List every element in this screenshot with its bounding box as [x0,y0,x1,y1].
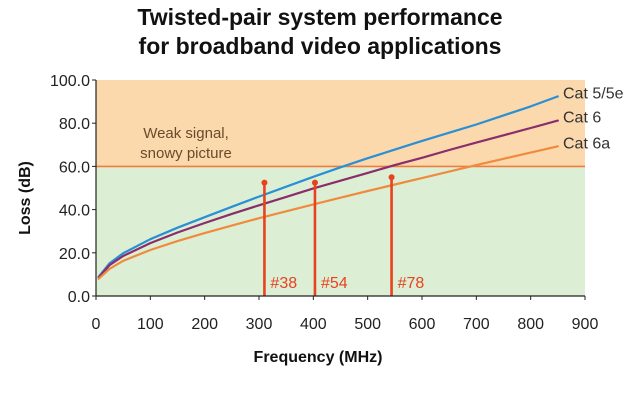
x-tick-label-3: 300 [246,316,273,333]
marker-label-2: #54 [321,275,348,292]
series-line-3 [97,145,559,280]
series-label-3: Cat 6a [563,135,610,152]
x-tick-label-9: 900 [572,316,599,333]
marker-point-2 [311,179,318,186]
x-tick-label-6: 600 [409,316,436,333]
marker-group: #38 #54 #78 [261,174,424,296]
x-tick-label-1: 100 [137,316,164,333]
y-axis-title: Loss (dB) [17,161,34,235]
marker-label-3: #78 [398,275,425,292]
marker-point-1 [261,179,268,186]
plot-zones [96,80,585,296]
weak-signal-label-line-2: snowy picture [140,145,232,162]
x-tick-label-2: 200 [191,316,218,333]
marker-label-1: #38 [270,275,297,292]
x-tick-label-8: 800 [517,316,544,333]
chart-title-line-2: for broadband video applications [139,33,502,59]
y-tick-label-1: 20.0 [59,246,90,263]
weak-signal-zone [96,80,585,167]
series-label-group: Cat 5/5e Cat 6 Cat 6a [563,85,624,152]
chart-title-line-1: Twisted-pair system performance [137,4,502,30]
series-lines [97,95,559,280]
x-tick-label-5: 500 [354,316,381,333]
y-tick-label-0: 0.0 [68,289,90,306]
y-tick-label-3: 60.0 [59,159,90,176]
y-tick-label-4: 80.0 [59,116,90,133]
good-signal-zone [96,166,585,296]
y-tick-label-2: 40.0 [59,203,90,220]
x-tick-label-0: 0 [92,316,101,333]
axes: 0 100 200 300 400 500 600 700 800 900 0.0 20.0 40.0 6… [50,73,598,333]
series-line-2 [97,119,559,279]
series-label-2: Cat 6 [563,110,601,127]
marker-point-3 [388,174,395,181]
series-line-1 [97,95,559,278]
x-axis-title: Frequency (MHz) [254,349,383,366]
x-tick-label-4: 400 [300,316,327,333]
x-tick-label-7: 700 [463,316,490,333]
y-tick-label-5: 100.0 [50,73,90,90]
weak-signal-label-line-1: Weak signal, [143,125,229,142]
series-label-1: Cat 5/5e [563,85,624,102]
